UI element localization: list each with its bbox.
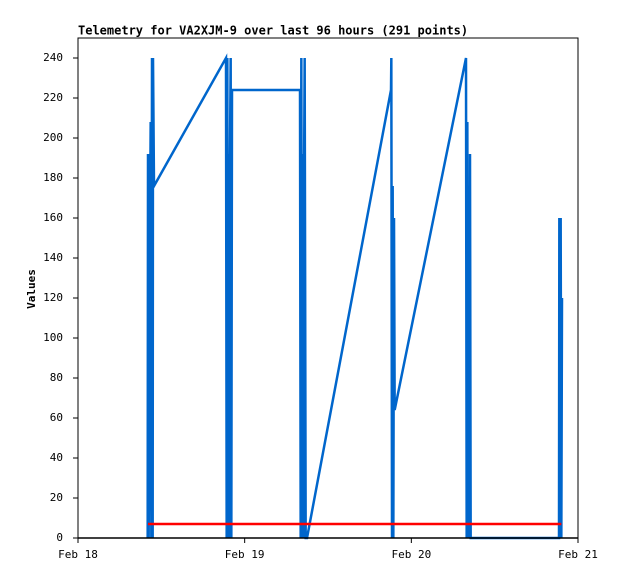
y-tick-label: 20 bbox=[50, 491, 63, 504]
y-tick-label: 240 bbox=[43, 51, 63, 64]
y-axis-label: Values bbox=[25, 269, 38, 309]
y-tick-label: 80 bbox=[50, 371, 63, 384]
y-tick-label: 200 bbox=[43, 131, 63, 144]
y-tick-label: 220 bbox=[43, 91, 63, 104]
y-tick-label: 180 bbox=[43, 171, 63, 184]
x-tick-label: Feb 18 bbox=[58, 548, 98, 561]
y-tick-label: 100 bbox=[43, 331, 63, 344]
chart-title: Telemetry for VA2XJM-9 over last 96 hour… bbox=[78, 24, 468, 38]
x-tick-label: Feb 21 bbox=[558, 548, 598, 561]
x-tick-label: Feb 19 bbox=[225, 548, 265, 561]
y-tick-label: 160 bbox=[43, 211, 63, 224]
y-tick-label: 140 bbox=[43, 251, 63, 264]
x-tick-label: Feb 20 bbox=[391, 548, 431, 561]
y-tick-label: 60 bbox=[50, 411, 63, 424]
y-tick-label: 40 bbox=[50, 451, 63, 464]
y-tick-label: 120 bbox=[43, 291, 63, 304]
y-tick-label: 0 bbox=[56, 531, 63, 544]
